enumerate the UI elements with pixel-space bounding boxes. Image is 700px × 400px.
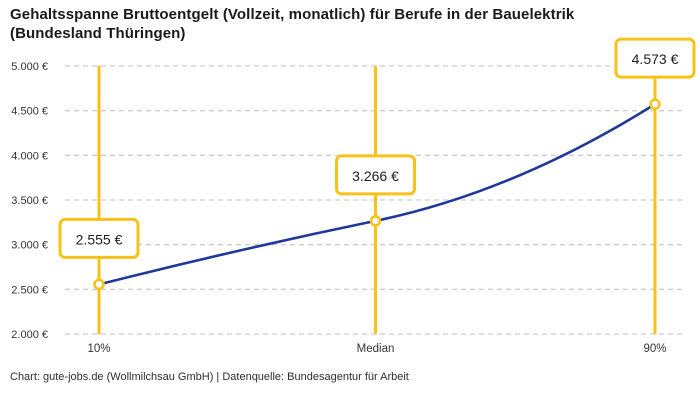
y-axis-tick-label: 4.500 €	[11, 106, 48, 118]
chart-credit: Chart: gute-jobs.de (Wollmilchsau GmbH) …	[10, 371, 409, 383]
chart-title-line1: Gehaltsspanne Bruttoentgelt (Vollzeit, m…	[10, 6, 575, 23]
x-axis-tick-label: Median	[357, 343, 395, 355]
chart-title-line2: (Bundesland Thüringen)	[10, 25, 186, 42]
x-axis-tick-label: 10%	[87, 343, 110, 355]
data-point-marker	[369, 215, 382, 227]
y-axis-tick-label: 2.000 €	[11, 329, 48, 341]
chart-title: Gehaltsspanne Bruttoentgelt (Vollzeit, m…	[10, 5, 574, 43]
y-axis-tick-label: 2.500 €	[11, 284, 48, 296]
data-point-marker	[93, 278, 105, 291]
value-label: 3.266 €	[352, 168, 399, 184]
y-axis-tick-label: 3.000 €	[11, 240, 48, 252]
y-axis-tick-label: 5.000 €	[11, 61, 48, 73]
value-label-box	[335, 154, 416, 196]
value-label: 2.555 €	[76, 231, 123, 247]
value-label: 4.573 €	[632, 51, 679, 67]
y-axis-tick-label: 3.500 €	[11, 195, 48, 207]
y-axis-tick-label: 4.000 €	[11, 150, 48, 162]
value-label-box	[614, 37, 696, 79]
value-label-box	[58, 217, 140, 259]
data-point-marker	[649, 98, 661, 110]
x-axis-tick-label: 90%	[643, 343, 666, 355]
